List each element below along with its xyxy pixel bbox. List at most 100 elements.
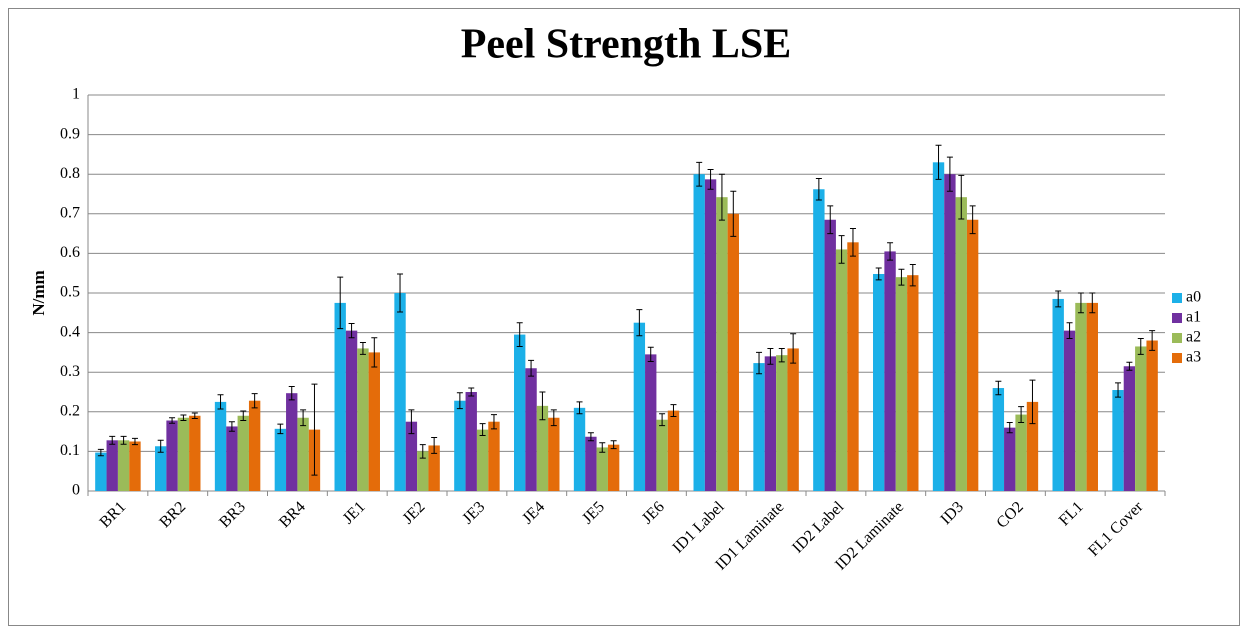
- legend-swatch: [1172, 333, 1182, 343]
- error-bar: [97, 448, 104, 457]
- bar: [465, 392, 477, 491]
- error-bar: [539, 391, 546, 421]
- error-bar: [311, 383, 318, 476]
- error-bar: [456, 392, 463, 410]
- error-bar: [790, 333, 797, 364]
- bar: [873, 273, 885, 491]
- bar: [847, 242, 859, 491]
- error-bar: [969, 205, 976, 235]
- bar: [895, 277, 908, 491]
- error-bar: [730, 190, 737, 237]
- error-bar: [157, 439, 164, 453]
- bar: [248, 400, 261, 491]
- error-bar: [707, 168, 714, 190]
- legend-swatch: [1172, 313, 1182, 323]
- y-tick-label: 0.6: [60, 244, 80, 261]
- bar: [334, 302, 346, 491]
- bar: [992, 388, 1005, 491]
- bar: [226, 426, 238, 491]
- error-bar: [1115, 382, 1122, 398]
- error-bar: [958, 174, 965, 220]
- bar: [214, 401, 227, 491]
- bar: [716, 197, 728, 491]
- bar: [417, 451, 429, 491]
- error-bar: [348, 322, 355, 339]
- error-bar: [995, 380, 1002, 396]
- legend-label: a2: [1186, 329, 1201, 346]
- error-bar: [408, 409, 415, 435]
- bar: [764, 356, 777, 491]
- y-tick-label: 0.3: [60, 363, 80, 380]
- bar: [155, 446, 167, 491]
- bar: [787, 348, 799, 491]
- bar: [1075, 302, 1087, 491]
- bar: [106, 440, 118, 491]
- bar: [1026, 401, 1039, 491]
- error-bar: [1089, 292, 1096, 314]
- error-bar: [838, 235, 845, 264]
- error-bar: [576, 401, 583, 415]
- chart-title: Peel Strength LSE: [461, 22, 792, 68]
- y-tick-label: 0.7: [60, 204, 80, 221]
- y-tick-label: 0.2: [60, 402, 80, 419]
- y-axis-label: N/mm: [29, 270, 48, 315]
- error-bar: [359, 342, 366, 355]
- error-bar: [815, 178, 822, 201]
- legend-swatch: [1172, 293, 1182, 303]
- error-bar: [1018, 406, 1025, 423]
- bar: [1112, 390, 1124, 491]
- error-bar: [120, 435, 127, 445]
- error-bar: [468, 387, 475, 397]
- bar: [776, 355, 788, 491]
- error-bar: [849, 227, 856, 257]
- error-bar: [371, 337, 378, 368]
- error-bar: [180, 414, 187, 422]
- error-bar: [827, 205, 834, 235]
- bar: [1004, 427, 1016, 491]
- error-bar: [550, 409, 557, 427]
- bar: [297, 417, 309, 491]
- bar: [693, 174, 705, 491]
- bar: [237, 415, 249, 491]
- bar: [704, 179, 717, 491]
- legend-swatch: [1172, 353, 1182, 363]
- chart-border: [8, 8, 1240, 626]
- bar: [488, 421, 500, 491]
- error-bar: [587, 432, 594, 442]
- error-bar: [696, 161, 703, 187]
- bar: [1015, 414, 1027, 491]
- y-tick-label: 0.4: [60, 323, 80, 340]
- bar: [177, 417, 190, 491]
- bar: [727, 213, 739, 492]
- y-tick-label: 0.9: [60, 125, 80, 142]
- error-bar: [599, 442, 606, 453]
- error-bar: [718, 173, 725, 221]
- error-bar: [240, 410, 247, 422]
- error-bar: [277, 423, 284, 435]
- error-bar: [191, 412, 198, 420]
- error-bar: [898, 268, 905, 286]
- legend-label: a0: [1186, 289, 1201, 306]
- bar: [1135, 346, 1147, 491]
- error-bar: [288, 385, 295, 401]
- bar: [1063, 330, 1076, 491]
- y-tick-label: 0.8: [60, 165, 80, 182]
- bar: [368, 352, 380, 491]
- error-bar: [946, 156, 953, 192]
- bar: [357, 348, 369, 491]
- bar: [824, 219, 836, 492]
- error-bar: [516, 322, 523, 347]
- bar: [813, 189, 825, 492]
- error-bar: [1149, 330, 1156, 351]
- error-bar: [1126, 361, 1133, 371]
- bar: [585, 436, 597, 491]
- legend-label: a3: [1186, 349, 1201, 366]
- error-bar: [1077, 292, 1084, 314]
- error-bar: [670, 404, 677, 418]
- bar: [1146, 340, 1158, 491]
- bar: [129, 441, 141, 491]
- error-bar: [397, 273, 404, 313]
- legend-label: a1: [1186, 309, 1201, 326]
